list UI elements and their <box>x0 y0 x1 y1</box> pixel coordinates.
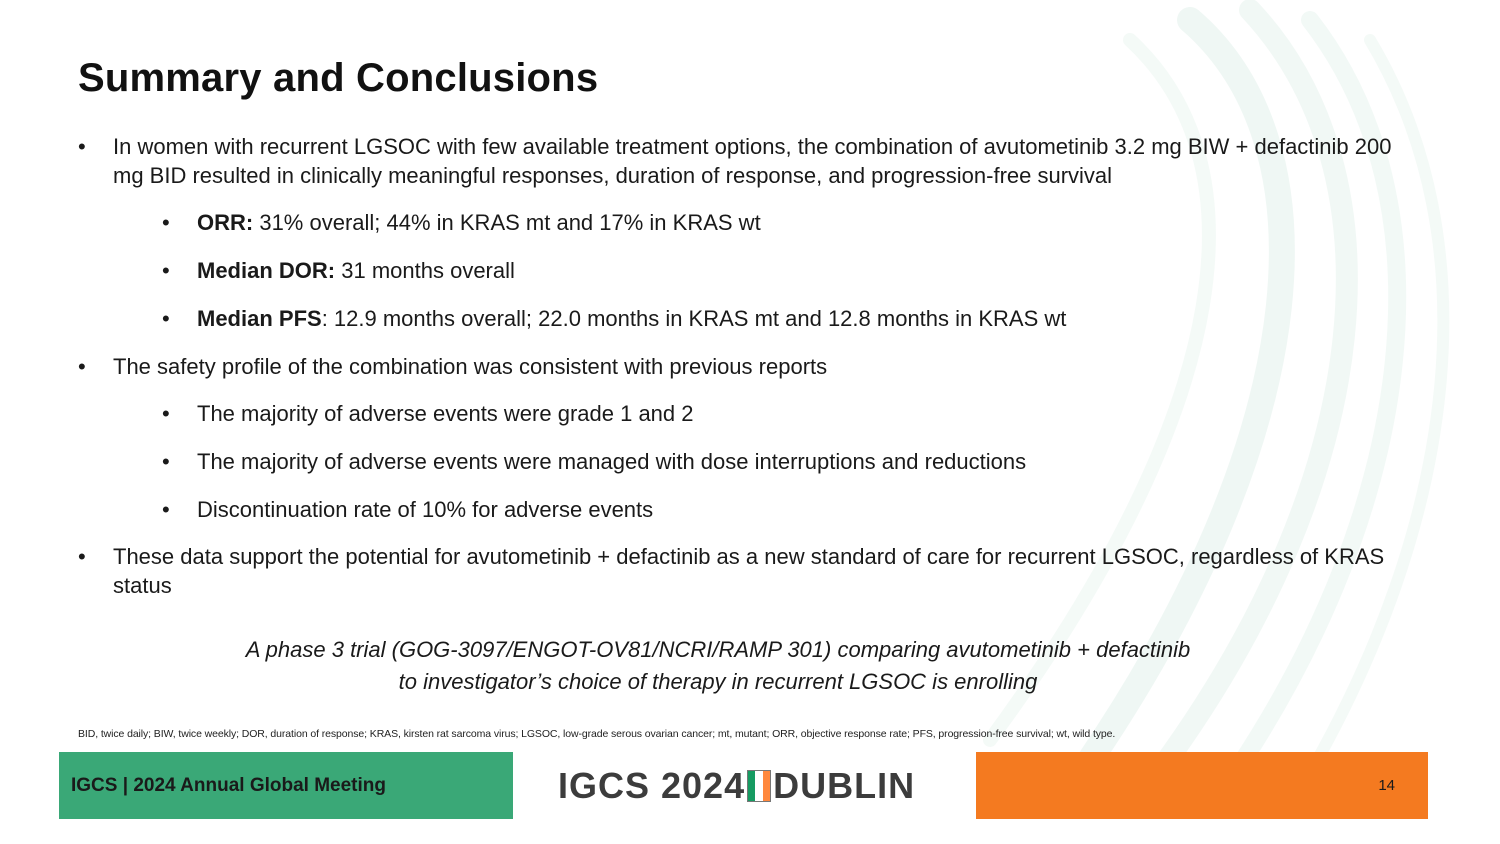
meeting-name: IGCS | 2024 Annual Global Meeting <box>71 774 387 796</box>
bullet-discontinuation: Discontinuation rate of 10% for adverse … <box>162 495 1418 524</box>
note-line-2: to investigator’s choice of therapy in r… <box>398 669 1038 694</box>
abbreviations-footnote: BID, twice daily; BIW, twice weekly; DOR… <box>78 728 1116 740</box>
bullet-dor: Median DOR: 31 months overall <box>162 256 1418 285</box>
logo-text-right: DUBLIN <box>773 765 916 806</box>
note-line-1: A phase 3 trial (GOG-3097/ENGOT-OV81/NCR… <box>245 637 1191 662</box>
pfs-text: : 12.9 months overall; 22.0 months in KR… <box>321 306 1067 331</box>
bullet-pfs: Median PFS: 12.9 months overall; 22.0 mo… <box>162 304 1418 333</box>
bullet-standard-of-care: These data support the potential for avu… <box>78 542 1418 600</box>
page-number: 14 <box>1378 777 1395 794</box>
bullet-efficacy: In women with recurrent LGSOC with few a… <box>78 132 1418 190</box>
footer-page-banner: 14 <box>976 752 1428 819</box>
dor-label: Median DOR: <box>197 258 336 283</box>
orr-label: ORR: <box>197 210 254 235</box>
slide-body: In women with recurrent LGSOC with few a… <box>78 132 1418 600</box>
igcs-dublin-logo: IGCS 2024 DUBLIN <box>558 764 915 808</box>
pfs-label: Median PFS <box>197 306 322 331</box>
bullet-safety: The safety profile of the combination wa… <box>78 352 1418 381</box>
irish-flag-icon <box>747 770 772 802</box>
bullet-dose-management: The majority of adverse events were mana… <box>162 447 1418 476</box>
slide-title: Summary and Conclusions <box>78 56 599 100</box>
phase3-trial-note: A phase 3 trial (GOG-3097/ENGOT-OV81/NCR… <box>150 634 1286 698</box>
orr-text: 31% overall; 44% in KRAS mt and 17% in K… <box>253 210 761 235</box>
bullet-orr: ORR: 31% overall; 44% in KRAS mt and 17%… <box>162 208 1418 237</box>
logo-text-left: IGCS 2024 <box>558 765 746 806</box>
dor-text: 31 months overall <box>335 258 515 283</box>
footer-meeting-banner: IGCS | 2024 Annual Global Meeting <box>59 752 513 819</box>
bullet-grade: The majority of adverse events were grad… <box>162 399 1418 428</box>
